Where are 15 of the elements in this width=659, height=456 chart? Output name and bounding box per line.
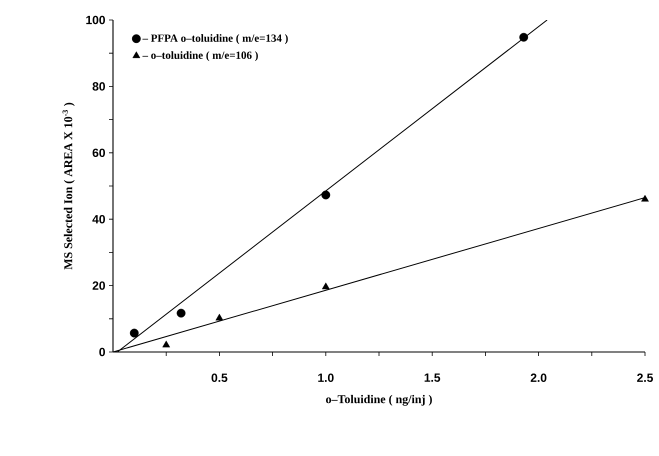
text: 1.0: [318, 374, 334, 382]
x-tick-label: 1.5: [424, 374, 440, 382]
x-tick-label: 0.5: [212, 374, 228, 382]
y-tick-label: 0: [99, 348, 105, 356]
y-tick-label: 40: [92, 214, 105, 224]
text: 2.0: [530, 374, 546, 382]
x-axis-title: o–Toluidine ( ng/inj ): [326, 394, 432, 406]
y-tick-label: 80: [92, 82, 105, 91]
legend-label: – o–toluidine ( m/e=106 ): [142, 51, 258, 62]
y-tick-label: 60: [92, 148, 105, 158]
x-tick-label: 2.5: [637, 374, 653, 382]
y-tick-label: 20: [92, 281, 105, 290]
legend-label: – PFPA o–toluidine ( m/e=134 ): [142, 34, 288, 44]
y-axis-title: MS Selected Ion ( AREA X 10$^{-3}$ ): [62, 102, 75, 270]
y-tick-label: 100: [86, 16, 105, 24]
